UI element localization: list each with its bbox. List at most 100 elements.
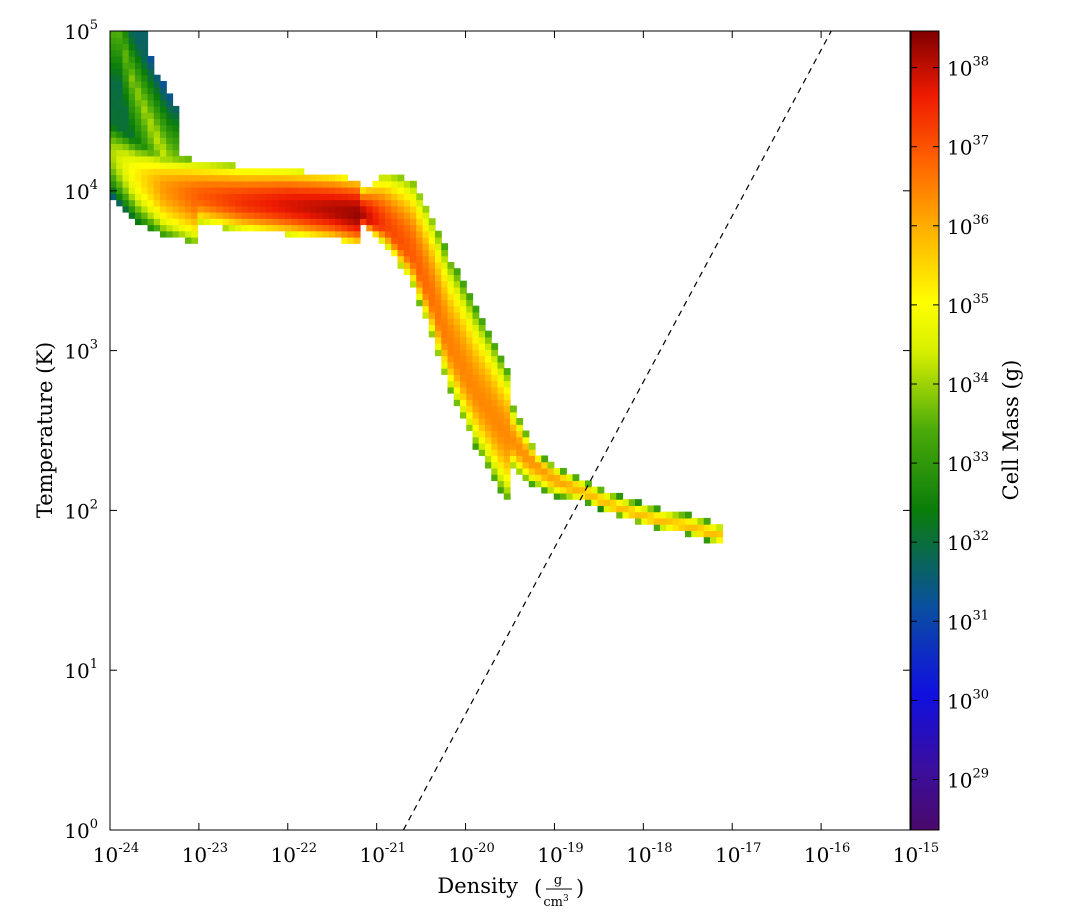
heatmap-cell <box>578 486 586 494</box>
heatmap-cell <box>397 236 405 244</box>
heatmap-cell <box>222 218 230 226</box>
heatmap-cell <box>703 517 711 525</box>
heatmap-cell <box>516 461 524 469</box>
heatmap-cell <box>316 205 324 213</box>
heatmap-cell <box>278 187 286 194</box>
y-tick-label: 101 <box>64 657 98 683</box>
heatmap-cell <box>166 168 174 176</box>
heatmap-cell <box>478 324 486 332</box>
heatmap-cell <box>460 374 467 382</box>
heatmap-cell <box>447 261 455 269</box>
heatmap-cell <box>116 87 124 95</box>
heatmap-cell <box>241 199 249 207</box>
heatmap-cell <box>266 193 274 201</box>
heatmap-cell <box>428 261 436 269</box>
heatmap-cell <box>372 224 380 232</box>
heatmap-cell <box>122 162 130 169</box>
heatmap-cell <box>153 137 161 144</box>
heatmap-cell <box>210 212 217 219</box>
heatmap-cell <box>391 224 399 232</box>
heatmap-cell <box>416 249 424 257</box>
heatmap-cell <box>310 199 317 207</box>
heatmap-cell <box>697 530 705 538</box>
heatmap-cell <box>697 524 705 531</box>
heatmap-cell <box>160 193 167 201</box>
heatmap-cell <box>616 499 624 506</box>
heatmap-cell <box>397 199 405 207</box>
heatmap-cell <box>391 249 399 257</box>
heatmap-cell <box>222 180 230 188</box>
heatmap-cell <box>403 218 411 226</box>
heatmap-cell <box>366 187 374 194</box>
heatmap-cell <box>478 318 486 325</box>
heatmap-cell <box>510 442 517 450</box>
heatmap-cell <box>141 149 149 157</box>
heatmap-cell <box>528 467 536 475</box>
heatmap-cell <box>491 411 499 419</box>
heatmap-cell <box>147 224 155 232</box>
heatmap-cell <box>141 68 149 76</box>
heatmap-cell <box>622 505 630 513</box>
heatmap-cell <box>453 393 461 400</box>
heatmap-cell <box>441 255 449 263</box>
heatmap-cell <box>447 374 455 382</box>
heatmap-cell <box>466 305 474 313</box>
heatmap-cell <box>416 193 424 201</box>
heatmap-cell <box>122 68 130 76</box>
heatmap-cell <box>147 130 155 138</box>
heatmap-cell <box>110 168 117 176</box>
heatmap-cell <box>635 511 642 519</box>
heatmap-cell <box>291 193 299 201</box>
heatmap-cell <box>428 230 436 238</box>
heatmap-cell <box>322 187 330 194</box>
heatmap-cell <box>453 268 461 276</box>
heatmap-cell <box>203 193 211 201</box>
heatmap-cell <box>160 180 167 188</box>
heatmap-cell <box>391 243 399 251</box>
colorbar-tick-label: 1034 <box>947 371 989 397</box>
heatmap-cell <box>516 442 524 450</box>
heatmap-cell <box>166 224 174 232</box>
heatmap-cell <box>416 230 424 238</box>
heatmap-cell <box>410 193 417 201</box>
heatmap-cell <box>460 355 467 363</box>
heatmap-cell <box>253 187 261 194</box>
heatmap-cell <box>141 205 149 213</box>
heatmap-cell <box>710 530 717 538</box>
heatmap-cell <box>266 199 274 207</box>
heatmap-cell <box>360 212 367 219</box>
heatmap-cell <box>216 193 224 201</box>
heatmap-cell <box>510 405 517 413</box>
heatmap-cell <box>235 180 242 188</box>
heatmap-cell <box>510 461 517 469</box>
heatmap-cell <box>478 355 486 363</box>
heatmap-cell <box>310 224 317 232</box>
heatmap-cell <box>441 274 449 282</box>
heatmap-cell <box>410 243 417 251</box>
heatmap-cell <box>297 224 305 232</box>
heatmap-cell <box>378 224 386 232</box>
heatmap-cell <box>110 93 117 101</box>
heatmap-cell <box>347 187 355 194</box>
heatmap-cell <box>397 230 405 238</box>
heatmap-cell <box>622 511 630 519</box>
heatmap-cell <box>397 255 405 263</box>
heatmap-cell <box>435 230 442 238</box>
heatmap-cell <box>116 31 124 38</box>
heatmap-cell <box>191 224 199 232</box>
heatmap-cell <box>178 168 186 176</box>
heatmap-cell <box>185 224 192 232</box>
heatmap-cell <box>453 380 461 388</box>
heatmap-cell <box>503 442 511 450</box>
heatmap-cell <box>147 180 155 188</box>
heatmap-cell <box>128 112 136 119</box>
heatmap-cell <box>110 80 117 88</box>
heatmap-cell <box>453 318 461 325</box>
heatmap-cell <box>497 480 505 488</box>
heatmap-cell <box>497 449 505 457</box>
heatmap-cell <box>241 180 249 188</box>
heatmap-cell <box>278 174 286 182</box>
heatmap-cell <box>528 455 536 463</box>
heatmap-cell <box>116 62 124 70</box>
heatmap-cell <box>135 187 142 194</box>
